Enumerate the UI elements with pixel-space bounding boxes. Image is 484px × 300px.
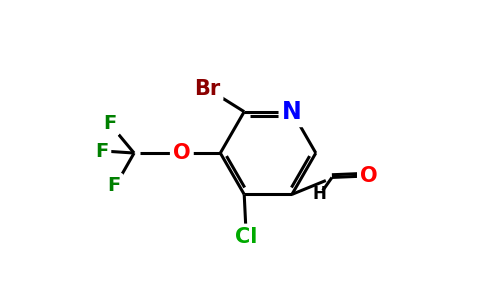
Text: O: O bbox=[360, 166, 378, 186]
Text: F: F bbox=[107, 176, 121, 195]
Text: H: H bbox=[313, 185, 327, 203]
Text: Br: Br bbox=[194, 79, 220, 99]
Text: O: O bbox=[173, 143, 191, 163]
Text: Cl: Cl bbox=[235, 227, 257, 247]
Text: F: F bbox=[103, 114, 116, 133]
Text: N: N bbox=[282, 100, 302, 124]
Text: F: F bbox=[95, 142, 108, 161]
